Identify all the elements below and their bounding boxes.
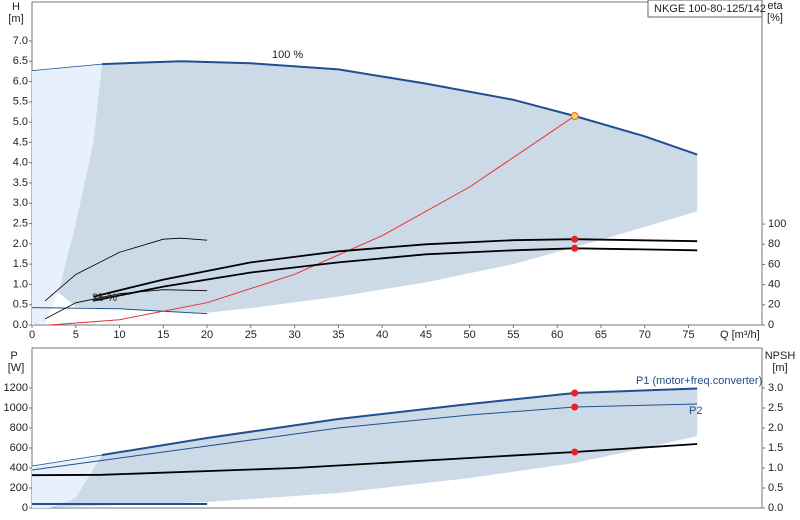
y2-label: eta [767, 0, 783, 12]
y-tick-label: 1000 [4, 402, 28, 414]
y-tick-label: 6.0 [13, 75, 28, 87]
y-tick-label: 5.0 [13, 116, 28, 128]
power-chart: 0 200 400 600 800 1000 1200 0.0 0.5 1.0 1.5 2.0 2.5 3… [4, 347, 783, 514]
y-tick-label: 600 [10, 442, 28, 454]
operating-area [49, 388, 698, 508]
y2-tick-label: 20 [768, 299, 780, 311]
duty-point [571, 448, 579, 456]
annotation: 25 % [92, 292, 117, 304]
curve [31, 454, 103, 467]
y-tick-label: 2.0 [13, 238, 28, 250]
x-tick-label: 5 [73, 329, 79, 341]
duty-point [571, 389, 579, 397]
x-tick-label: 75 [682, 329, 694, 341]
x-tick-label: 60 [551, 329, 563, 341]
y2-tick-label: 1.5 [768, 442, 783, 454]
x-tick-label: 70 [639, 329, 651, 341]
y-tick-label: 1200 [4, 382, 28, 394]
x-tick-label: 55 [507, 329, 519, 341]
y2-tick-label: 100 [768, 218, 786, 230]
x-tick-label: 65 [595, 329, 607, 341]
curve [44, 289, 208, 320]
x-tick-label: 45 [420, 329, 432, 341]
y2-tick-label: 3.0 [768, 382, 783, 394]
y-label: P [10, 350, 17, 362]
y2-tick-label: 2.0 [768, 422, 783, 434]
head-chart: 0 5 10 15 20 25 30 35 40 45 50 55 60 65 70 75 0.0 0.5 1.0 1… [13, 1, 786, 341]
y2-tick-label: 60 [768, 258, 780, 270]
curve [31, 403, 698, 471]
y-tick-label: 1.0 [13, 278, 28, 290]
annotation: P1 (motor+freq.converter) [636, 375, 762, 387]
y2-tick-label: 0.0 [768, 502, 783, 514]
x-tick-label: 50 [464, 329, 476, 341]
x-tick-label: 40 [376, 329, 388, 341]
y2-tick-label: 0.5 [768, 482, 783, 494]
y-tick-label: 0.5 [13, 299, 28, 311]
x-tick-label: 0 [29, 329, 35, 341]
y-tick-label: 2.5 [13, 217, 28, 229]
y2-tick-label: 0 [768, 319, 774, 331]
x-tick-label: 20 [201, 329, 213, 341]
x-tick-label: 10 [113, 329, 125, 341]
curve [31, 63, 103, 71]
y-tick-label: 7.0 [13, 35, 28, 47]
y-tick-label: 3.5 [13, 177, 28, 189]
y2-tick-label: 2.5 [768, 402, 783, 414]
curve [101, 60, 698, 156]
y2-tick-label: 80 [768, 238, 780, 250]
curve [93, 238, 698, 298]
curve [31, 443, 698, 477]
operating-area [58, 61, 698, 313]
y-tick-label: 4.5 [13, 136, 28, 148]
y-tick-label: 1.5 [13, 258, 28, 270]
annotation: 100 % [272, 49, 303, 61]
duty-point [570, 112, 579, 121]
chart-title: NKGE 100-80-125/142 [654, 3, 766, 15]
curve [101, 387, 698, 456]
operating-area [32, 64, 102, 325]
y-tick-label: 400 [10, 462, 28, 474]
annotation: P2 [689, 405, 702, 417]
curve [44, 237, 208, 302]
y2-unit: [m] [772, 362, 787, 374]
y-label: H [12, 1, 20, 13]
duty-point [571, 403, 579, 411]
y2-tick-label: 40 [768, 279, 780, 291]
duty-point [571, 235, 579, 243]
y-tick-label: 4.0 [13, 157, 28, 169]
y-tick-label: 6.5 [13, 55, 28, 67]
y-tick-label: 3.0 [13, 197, 28, 209]
y-tick-label: 0.0 [13, 319, 28, 331]
y-unit: [m] [8, 13, 23, 25]
y-tick-label: 0 [22, 502, 28, 514]
curve [49, 115, 575, 326]
title-box [647, 0, 763, 18]
x-tick-label: 25 [245, 329, 257, 341]
y-unit: [W] [8, 362, 25, 374]
y-tick-label: 800 [10, 422, 28, 434]
x-tick-label: 35 [332, 329, 344, 341]
x-tick-label: 15 [157, 329, 169, 341]
duty-point [571, 244, 579, 252]
x-label: Q [m³/h] [720, 329, 760, 341]
y-tick-label: 5.5 [13, 96, 28, 108]
operating-area [32, 455, 102, 508]
x-tick-label: 30 [288, 329, 300, 341]
y2-unit: [%] [767, 12, 783, 24]
curve [93, 247, 698, 302]
y2-label: NPSH [765, 350, 796, 362]
curve [31, 307, 208, 315]
y2-tick-label: 1.0 [768, 462, 783, 474]
y-tick-label: 200 [10, 482, 28, 494]
